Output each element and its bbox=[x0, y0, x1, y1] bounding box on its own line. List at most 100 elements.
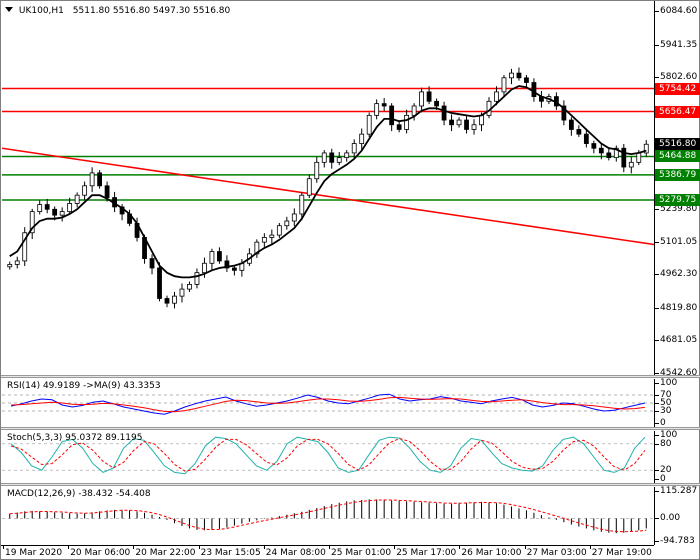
bear-candle-body bbox=[149, 258, 155, 269]
candle bbox=[516, 67, 522, 81]
candle bbox=[321, 150, 327, 168]
symbol-timeframe: UK100,H1 bbox=[18, 6, 64, 16]
bear-candle-body bbox=[524, 77, 529, 83]
candle bbox=[59, 207, 65, 222]
candle bbox=[456, 117, 462, 128]
time-tick-mark bbox=[3, 545, 4, 549]
pane-separator[interactable] bbox=[1, 427, 700, 430]
bear-candle-body bbox=[568, 119, 574, 130]
candle bbox=[276, 222, 282, 238]
macd-pane[interactable]: MACD(12,26,9) -38.432 -54.408 bbox=[2, 487, 654, 545]
bear-candle-body bbox=[217, 251, 222, 262]
candle bbox=[37, 200, 43, 215]
macd-tick-mark bbox=[655, 491, 659, 492]
bear-candle-body bbox=[231, 267, 237, 271]
time-tick-mark bbox=[198, 545, 200, 549]
level-tag-5656.47[interactable]: 5656.47 bbox=[655, 105, 700, 118]
bear-candle-body bbox=[224, 260, 230, 269]
candle bbox=[231, 265, 237, 276]
bear-candle-body bbox=[516, 72, 522, 79]
level-tag-5279.75[interactable]: 5279.75 bbox=[655, 193, 700, 206]
time-axis[interactable]: 19 Mar 2020 20 Mar 06:00 20 Mar 22:00 23 Ma… bbox=[1, 545, 654, 560]
rsi-tick-label: 30 bbox=[660, 406, 672, 416]
macd-axis[interactable]: 115.287 0.00 -94.783 bbox=[654, 486, 700, 546]
time-tick-mark bbox=[459, 545, 461, 549]
rsi-tick-mark bbox=[655, 423, 659, 424]
candle bbox=[209, 248, 215, 270]
bull-candle-body bbox=[411, 105, 417, 116]
bull-candle-body bbox=[509, 72, 514, 79]
stochastic-axis[interactable]: 100 80 20 0 bbox=[654, 430, 700, 484]
bull-candle-body bbox=[344, 152, 350, 159]
level-tag-5386.79[interactable]: 5386.79 bbox=[655, 168, 700, 181]
level-tag-5754.42[interactable]: 5754.42 bbox=[655, 82, 700, 95]
rsi-tick-mark bbox=[655, 383, 659, 384]
candle bbox=[494, 86, 499, 106]
bull-candle-body bbox=[351, 143, 357, 154]
macd-tick-label: -94.783 bbox=[660, 536, 695, 546]
candle bbox=[329, 148, 335, 169]
stochastic-chart bbox=[2, 436, 654, 475]
rsi-tick-mark bbox=[655, 395, 659, 396]
time-tick-label: 27 Mar 19:00 bbox=[591, 548, 652, 558]
bull-candle-body bbox=[419, 91, 425, 107]
price-pane[interactable] bbox=[2, 1, 654, 375]
bull-candle-body bbox=[187, 284, 192, 290]
candle bbox=[449, 114, 454, 132]
bull-candle-body bbox=[291, 213, 297, 222]
stoch-main-line bbox=[10, 436, 646, 475]
candle bbox=[464, 115, 469, 134]
bull-candle-body bbox=[261, 237, 267, 243]
rsi-pane[interactable]: RSI(14) 49.9189 ->MA(9) 43.3353 bbox=[2, 379, 654, 427]
bear-candle-body bbox=[621, 147, 627, 168]
rsi-tick-mark bbox=[655, 411, 659, 412]
candle bbox=[509, 68, 514, 85]
pane-separator[interactable] bbox=[1, 375, 700, 378]
price-tick-label: 6084.60 bbox=[660, 6, 698, 16]
price-axis[interactable]: 6084.605941.355802.605659.355520.605381.… bbox=[654, 1, 700, 378]
candle bbox=[426, 86, 432, 105]
macd-chart bbox=[2, 499, 654, 534]
candle bbox=[172, 291, 177, 309]
candle bbox=[187, 281, 192, 292]
ohlc-readout: 5511.80 5516.80 5497.30 5516.80 bbox=[72, 6, 231, 16]
candle bbox=[606, 147, 612, 161]
price-tick-mark bbox=[655, 274, 659, 276]
time-tick-mark bbox=[329, 545, 330, 549]
candle bbox=[194, 268, 200, 289]
candle bbox=[501, 74, 507, 98]
candle bbox=[306, 174, 312, 199]
stochastic-pane[interactable]: Stoch(5,3,3) 95.0372 89.1195 bbox=[2, 431, 654, 483]
price-tick-mark bbox=[655, 44, 659, 46]
dropdown-triangle-icon[interactable] bbox=[5, 7, 13, 12]
pane-separator[interactable] bbox=[1, 483, 700, 486]
bull-candle-body bbox=[172, 295, 177, 304]
price-tick-label: 4542.60 bbox=[660, 368, 698, 378]
candle bbox=[524, 74, 529, 87]
macd-histogram bbox=[9, 499, 647, 534]
candle bbox=[359, 128, 365, 150]
candle bbox=[44, 198, 50, 214]
bear-candle-body bbox=[583, 133, 589, 144]
rsi-tick-label: 100 bbox=[660, 378, 678, 388]
candle bbox=[531, 78, 537, 102]
bull-candle-body bbox=[359, 133, 365, 144]
candle bbox=[336, 151, 342, 166]
level-tag-5464.88[interactable]: 5464.88 bbox=[655, 150, 700, 163]
symbol-menu[interactable]: UK100,H1 5511.80 5516.80 5497.30 5516.80 bbox=[5, 6, 230, 16]
bull-candle-body bbox=[276, 225, 282, 236]
time-tick-label: 26 Mar 10:00 bbox=[461, 548, 522, 558]
rsi-ma-line bbox=[11, 396, 645, 413]
macd-tick-label: 0.00 bbox=[660, 513, 681, 524]
bull-candle-body bbox=[254, 241, 260, 255]
candle bbox=[583, 128, 589, 148]
rsi-axis[interactable]: 100 70 50 30 0 bbox=[654, 378, 700, 428]
candle bbox=[613, 145, 619, 162]
candle bbox=[261, 233, 267, 248]
candle bbox=[351, 139, 357, 159]
bear-candle-body bbox=[434, 100, 439, 107]
bear-candle-body bbox=[329, 152, 335, 163]
bear-candle-body bbox=[381, 103, 387, 107]
bear-candle-body bbox=[441, 105, 447, 121]
